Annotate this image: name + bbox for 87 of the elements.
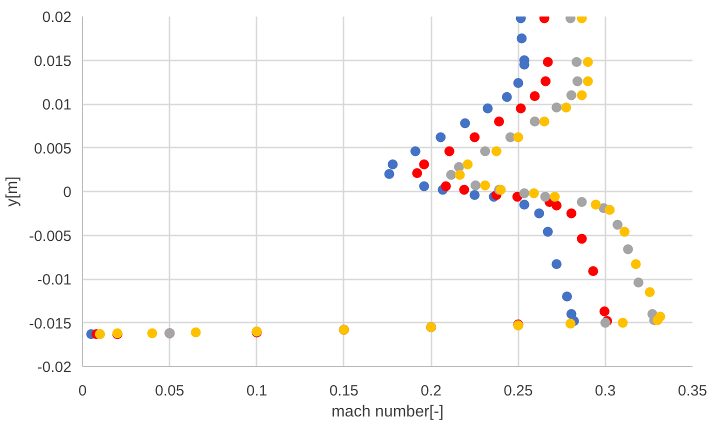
point	[190, 327, 201, 338]
point	[540, 76, 551, 86]
x-tick-label: 0	[78, 382, 87, 400]
point	[388, 159, 398, 170]
point	[604, 204, 615, 215]
point	[502, 92, 512, 102]
point	[419, 159, 430, 170]
point	[444, 146, 454, 156]
point	[599, 306, 610, 316]
point	[618, 318, 628, 328]
y-tick-label: -0.005	[28, 228, 72, 245]
point	[630, 259, 641, 270]
point	[542, 226, 553, 237]
point	[419, 181, 430, 192]
point	[470, 132, 480, 142]
point	[633, 278, 644, 288]
point	[566, 318, 576, 329]
point	[576, 90, 587, 100]
point	[552, 200, 562, 210]
point	[446, 170, 456, 180]
point	[147, 328, 158, 338]
y-axis-title: y[m]	[4, 176, 21, 207]
x-tick-label: 0.3	[594, 382, 616, 400]
point	[572, 76, 582, 86]
point	[623, 244, 634, 254]
point	[539, 116, 550, 126]
point	[384, 169, 394, 179]
x-tick-label: 0.05	[155, 382, 184, 400]
point	[480, 146, 490, 156]
y-tick-label: 0.005	[34, 140, 72, 158]
y-tick-label: -0.015	[28, 315, 72, 332]
point	[470, 190, 480, 200]
point	[436, 132, 446, 142]
point	[494, 116, 504, 126]
point	[552, 102, 562, 112]
y-tick-label: 0.01	[42, 96, 72, 114]
point	[519, 188, 530, 198]
point	[566, 208, 576, 218]
point	[516, 33, 527, 44]
point	[562, 292, 572, 302]
point	[550, 192, 560, 202]
y-tick-label: -0.02	[37, 359, 72, 376]
x-tick-label: 0.2	[420, 382, 442, 400]
point	[513, 132, 524, 142]
point	[644, 287, 655, 298]
y-tick-label: 0.015	[34, 52, 72, 70]
point	[542, 57, 553, 67]
point	[561, 102, 572, 112]
point	[454, 170, 465, 180]
point	[566, 90, 576, 100]
point	[530, 91, 540, 102]
point	[620, 226, 630, 237]
y-tick-label: 0	[63, 184, 72, 201]
point	[576, 197, 587, 207]
point	[462, 159, 473, 170]
point	[482, 103, 493, 114]
point	[590, 200, 601, 210]
point	[528, 188, 539, 198]
point	[460, 118, 470, 128]
y-tick-label: -0.01	[37, 272, 72, 288]
point	[588, 266, 598, 276]
point	[480, 180, 490, 190]
point	[519, 200, 530, 210]
x-tick-label: 0.35	[678, 382, 708, 400]
point	[582, 76, 593, 86]
x-tick-label: 0.15	[329, 382, 359, 400]
point	[552, 259, 562, 270]
x-tick-label: 0.25	[504, 382, 533, 400]
point	[652, 315, 663, 326]
point	[459, 184, 470, 195]
point	[582, 57, 593, 67]
point	[491, 146, 502, 156]
point	[513, 78, 524, 88]
point	[530, 116, 540, 126]
point	[412, 168, 422, 178]
point	[470, 180, 481, 190]
point	[612, 220, 623, 230]
point	[534, 208, 544, 218]
point	[540, 192, 550, 202]
point	[572, 57, 582, 67]
point	[516, 103, 526, 114]
x-tick-label: 0.1	[246, 382, 268, 400]
point	[440, 181, 451, 192]
x-axis-title: mach number[-]	[331, 404, 444, 420]
point	[576, 234, 587, 244]
point	[410, 146, 420, 156]
y-tick-label: 0.02	[42, 9, 72, 26]
